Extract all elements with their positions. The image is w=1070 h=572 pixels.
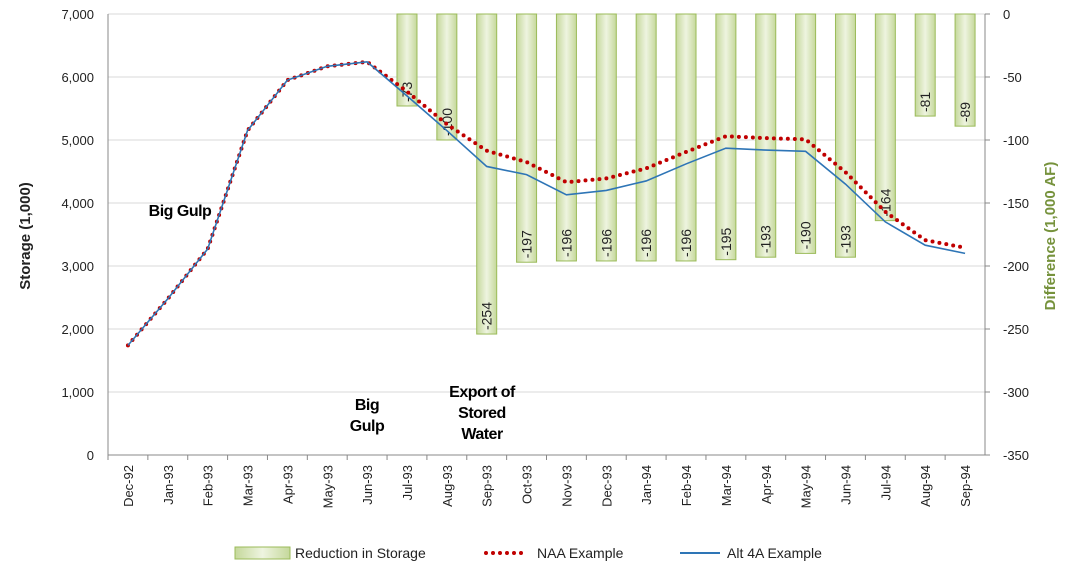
annotation: Gulp [350,418,385,435]
x-tick-label: May-93 [320,465,335,508]
data-label: -195 [718,227,734,255]
y2-tick-label: -200 [1003,259,1029,274]
x-tick-label: Aug-94 [918,465,933,507]
data-label: -254 [479,302,495,330]
y2-tick-label: -350 [1003,448,1029,463]
data-label: -196 [678,229,694,257]
data-label: -197 [519,230,535,258]
y-tick-label: 3,000 [61,259,94,274]
x-tick-label: Jan-94 [639,465,654,505]
bar [476,13,498,335]
y2-tick-label: -300 [1003,385,1029,400]
y-tick-label: 4,000 [61,196,94,211]
bar [834,13,856,258]
x-tick-label: Mar-94 [719,465,734,506]
annotation: Big [355,397,379,414]
x-tick-label: Jun-94 [838,465,853,505]
x-tick-label: Jun-93 [360,465,375,505]
legend-label: Reduction in Storage [295,545,426,561]
line [125,59,968,348]
y-tick-label: 5,000 [61,133,94,148]
y-axis-title: Storage (1,000) [17,182,34,290]
x-tick-label: Mar-93 [241,465,256,506]
data-label: -190 [798,221,814,249]
bar [436,13,458,141]
x-tick-label: Oct-93 [520,465,535,504]
bar [396,13,418,107]
legend-swatch [234,546,291,560]
y-tick-label: 6,000 [61,70,94,85]
bar [874,13,896,222]
annotation: Water [461,426,503,443]
y2-tick-label: -50 [1003,70,1022,85]
data-label: -81 [917,92,933,112]
annotation: Big Gulp [149,203,212,220]
x-tick-label: Jan-93 [161,465,176,505]
bar [795,13,817,254]
y-tick-label: 2,000 [61,322,94,337]
data-label: -89 [957,102,973,122]
data-label: -196 [598,229,614,257]
annotation: Stored [458,405,506,422]
y-tick-label: 1,000 [61,385,94,400]
bar [914,13,936,117]
x-tick-label: Jul-93 [400,465,415,500]
x-tick-label: May-94 [799,465,814,508]
data-label: -164 [877,188,893,216]
x-tick-label: Sep-94 [958,465,973,507]
legend-label: NAA Example [537,545,624,561]
y2-tick-label: -100 [1003,133,1029,148]
bar [954,13,976,127]
bar [755,13,777,258]
data-label: -193 [837,225,853,253]
y-tick-label: 7,000 [61,7,94,22]
x-tick-label: Dec-93 [599,465,614,507]
x-tick-label: Apr-93 [280,465,295,504]
data-label: -193 [758,225,774,253]
x-tick-label: Feb-94 [679,465,694,506]
bar [595,13,617,262]
data-label: -196 [638,229,654,257]
x-tick-label: Feb-93 [201,465,216,506]
x-tick-label: Nov-93 [559,465,574,507]
y2-tick-label: -250 [1003,322,1029,337]
bar [635,13,657,262]
x-tick-label: Apr-94 [759,465,774,504]
x-tick-label: Jul-94 [878,465,893,500]
y2-tick-label: 0 [1003,7,1010,22]
bar [516,13,538,263]
bar [675,13,697,262]
line [127,61,966,346]
bar [555,13,577,262]
y2-tick-label: -150 [1003,196,1029,211]
y2-axis-title: Difference (1,000 AF) [1042,162,1059,311]
legend-label: Alt 4A Example [727,545,822,561]
x-tick-label: Aug-93 [440,465,455,507]
x-tick-label: Sep-93 [480,465,495,507]
data-label: -196 [558,229,574,257]
x-tick-label: Dec-92 [121,465,136,507]
annotation: Export of [449,384,516,401]
y-tick-label: 0 [87,448,94,463]
